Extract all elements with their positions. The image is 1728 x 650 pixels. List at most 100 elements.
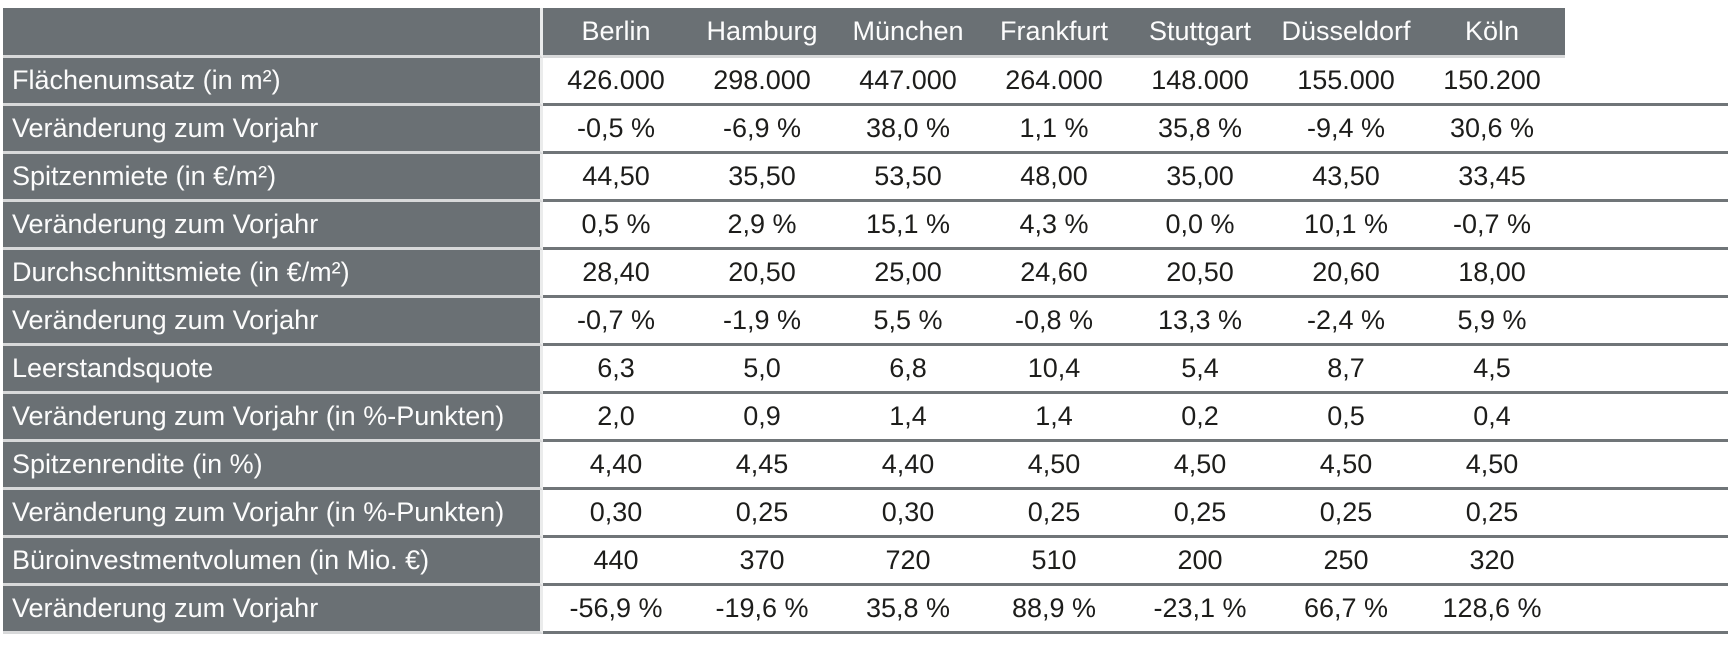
table-row: Büroinvestmentvolumen (in Mio. €) 440 37…	[3, 538, 1728, 586]
table-cell: 0,9	[689, 394, 835, 442]
column-header-duesseldorf: Düsseldorf	[1273, 8, 1419, 58]
table-cell: 0,25	[1419, 490, 1565, 538]
table-cell: 0,30	[543, 490, 689, 538]
table-cell: 298.000	[689, 58, 835, 106]
table-cell: 447.000	[835, 58, 981, 106]
table-cell: 150.200	[1419, 58, 1565, 106]
row-label: Veränderung zum Vorjahr	[3, 202, 543, 250]
table-cell: -0,5 %	[543, 106, 689, 154]
table-cell: 0,5 %	[543, 202, 689, 250]
table-cell: 148.000	[1127, 58, 1273, 106]
table-cell: -19,6 %	[689, 586, 835, 634]
row-tail-spacer	[1565, 442, 1728, 490]
table-cell: -0,8 %	[981, 298, 1127, 346]
table-cell: 440	[543, 538, 689, 586]
table-cell: 38,0 %	[835, 106, 981, 154]
table-cell: 10,4	[981, 346, 1127, 394]
table-cell: 0,25	[1127, 490, 1273, 538]
row-tail-spacer	[1565, 202, 1728, 250]
table-cell: 18,00	[1419, 250, 1565, 298]
table-cell: 1,1 %	[981, 106, 1127, 154]
table-cell: 20,50	[689, 250, 835, 298]
table-cell: 155.000	[1273, 58, 1419, 106]
table-cell: 0,25	[981, 490, 1127, 538]
column-header-frankfurt: Frankfurt	[981, 8, 1127, 58]
table-row: Leerstandsquote 6,3 5,0 6,8 10,4 5,4 8,7…	[3, 346, 1728, 394]
row-label: Flächenumsatz (in m²)	[3, 58, 543, 106]
table-cell: 35,00	[1127, 154, 1273, 202]
table-cell: 5,0	[689, 346, 835, 394]
row-tail-spacer	[1565, 394, 1728, 442]
column-header-muenchen: München	[835, 8, 981, 58]
row-label: Durchschnittsmiete (in €/m²)	[3, 250, 543, 298]
row-tail-spacer	[1565, 58, 1728, 106]
table-row: Spitzenmiete (in €/m²) 44,50 35,50 53,50…	[3, 154, 1728, 202]
table-cell: 0,5	[1273, 394, 1419, 442]
table-cell: 20,60	[1273, 250, 1419, 298]
table-row: Veränderung zum Vorjahr -0,7 % -1,9 % 5,…	[3, 298, 1728, 346]
table-cell: -23,1 %	[1127, 586, 1273, 634]
row-label: Büroinvestmentvolumen (in Mio. €)	[3, 538, 543, 586]
table-cell: 66,7 %	[1273, 586, 1419, 634]
table-cell: 4,50	[1419, 442, 1565, 490]
table-row: Flächenumsatz (in m²) 426.000 298.000 44…	[3, 58, 1728, 106]
table-cell: 1,4	[981, 394, 1127, 442]
table-cell: 5,4	[1127, 346, 1273, 394]
table-cell: -0,7 %	[1419, 202, 1565, 250]
row-label: Leerstandsquote	[3, 346, 543, 394]
table-cell: 2,0	[543, 394, 689, 442]
table-cell: -1,9 %	[689, 298, 835, 346]
table-cell: 6,3	[543, 346, 689, 394]
table-row: Veränderung zum Vorjahr -0,5 % -6,9 % 38…	[3, 106, 1728, 154]
table-cell: -9,4 %	[1273, 106, 1419, 154]
table-row: Veränderung zum Vorjahr (in %-Punkten) 2…	[3, 394, 1728, 442]
row-label: Veränderung zum Vorjahr	[3, 586, 543, 634]
table-cell: 0,2	[1127, 394, 1273, 442]
row-tail-spacer	[1565, 298, 1728, 346]
table-cell: 4,40	[543, 442, 689, 490]
table-cell: 0,30	[835, 490, 981, 538]
table-cell: -0,7 %	[543, 298, 689, 346]
row-tail-spacer	[1565, 586, 1728, 634]
table-cell: -2,4 %	[1273, 298, 1419, 346]
row-label: Veränderung zum Vorjahr	[3, 106, 543, 154]
table-cell: 0,4	[1419, 394, 1565, 442]
table-cell: 128,6 %	[1419, 586, 1565, 634]
table-row: Veränderung zum Vorjahr -56,9 % -19,6 % …	[3, 586, 1728, 634]
table-cell: 13,3 %	[1127, 298, 1273, 346]
table-cell: 44,50	[543, 154, 689, 202]
table-cell: 10,1 %	[1273, 202, 1419, 250]
table-cell: 0,25	[689, 490, 835, 538]
row-label: Spitzenmiete (in €/m²)	[3, 154, 543, 202]
table-row: Veränderung zum Vorjahr (in %-Punkten) 0…	[3, 490, 1728, 538]
table-cell: 510	[981, 538, 1127, 586]
column-header-berlin: Berlin	[543, 8, 689, 58]
table-cell: 5,5 %	[835, 298, 981, 346]
table-cell: 4,40	[835, 442, 981, 490]
table-cell: 4,3 %	[981, 202, 1127, 250]
table-cell: 25,00	[835, 250, 981, 298]
table-cell: 426.000	[543, 58, 689, 106]
row-tail-spacer	[1565, 490, 1728, 538]
table-cell: 53,50	[835, 154, 981, 202]
row-label: Spitzenrendite (in %)	[3, 442, 543, 490]
table-cell: 15,1 %	[835, 202, 981, 250]
table-cell: 4,45	[689, 442, 835, 490]
table-cell: 20,50	[1127, 250, 1273, 298]
table-cell: 4,50	[1273, 442, 1419, 490]
table-cell: 28,40	[543, 250, 689, 298]
table-cell: 0,0 %	[1127, 202, 1273, 250]
table-cell: 8,7	[1273, 346, 1419, 394]
table-cell: 35,8 %	[1127, 106, 1273, 154]
column-header-hamburg: Hamburg	[689, 8, 835, 58]
table-cell: 200	[1127, 538, 1273, 586]
table-row: Durchschnittsmiete (in €/m²) 28,40 20,50…	[3, 250, 1728, 298]
table-cell: 4,50	[981, 442, 1127, 490]
table-cell: 0,25	[1273, 490, 1419, 538]
table-cell: 30,6 %	[1419, 106, 1565, 154]
table-row: Veränderung zum Vorjahr 0,5 % 2,9 % 15,1…	[3, 202, 1728, 250]
row-label: Veränderung zum Vorjahr (in %-Punkten)	[3, 394, 543, 442]
header-corner-cell	[3, 8, 543, 58]
row-tail-spacer	[1565, 538, 1728, 586]
table-cell: 43,50	[1273, 154, 1419, 202]
